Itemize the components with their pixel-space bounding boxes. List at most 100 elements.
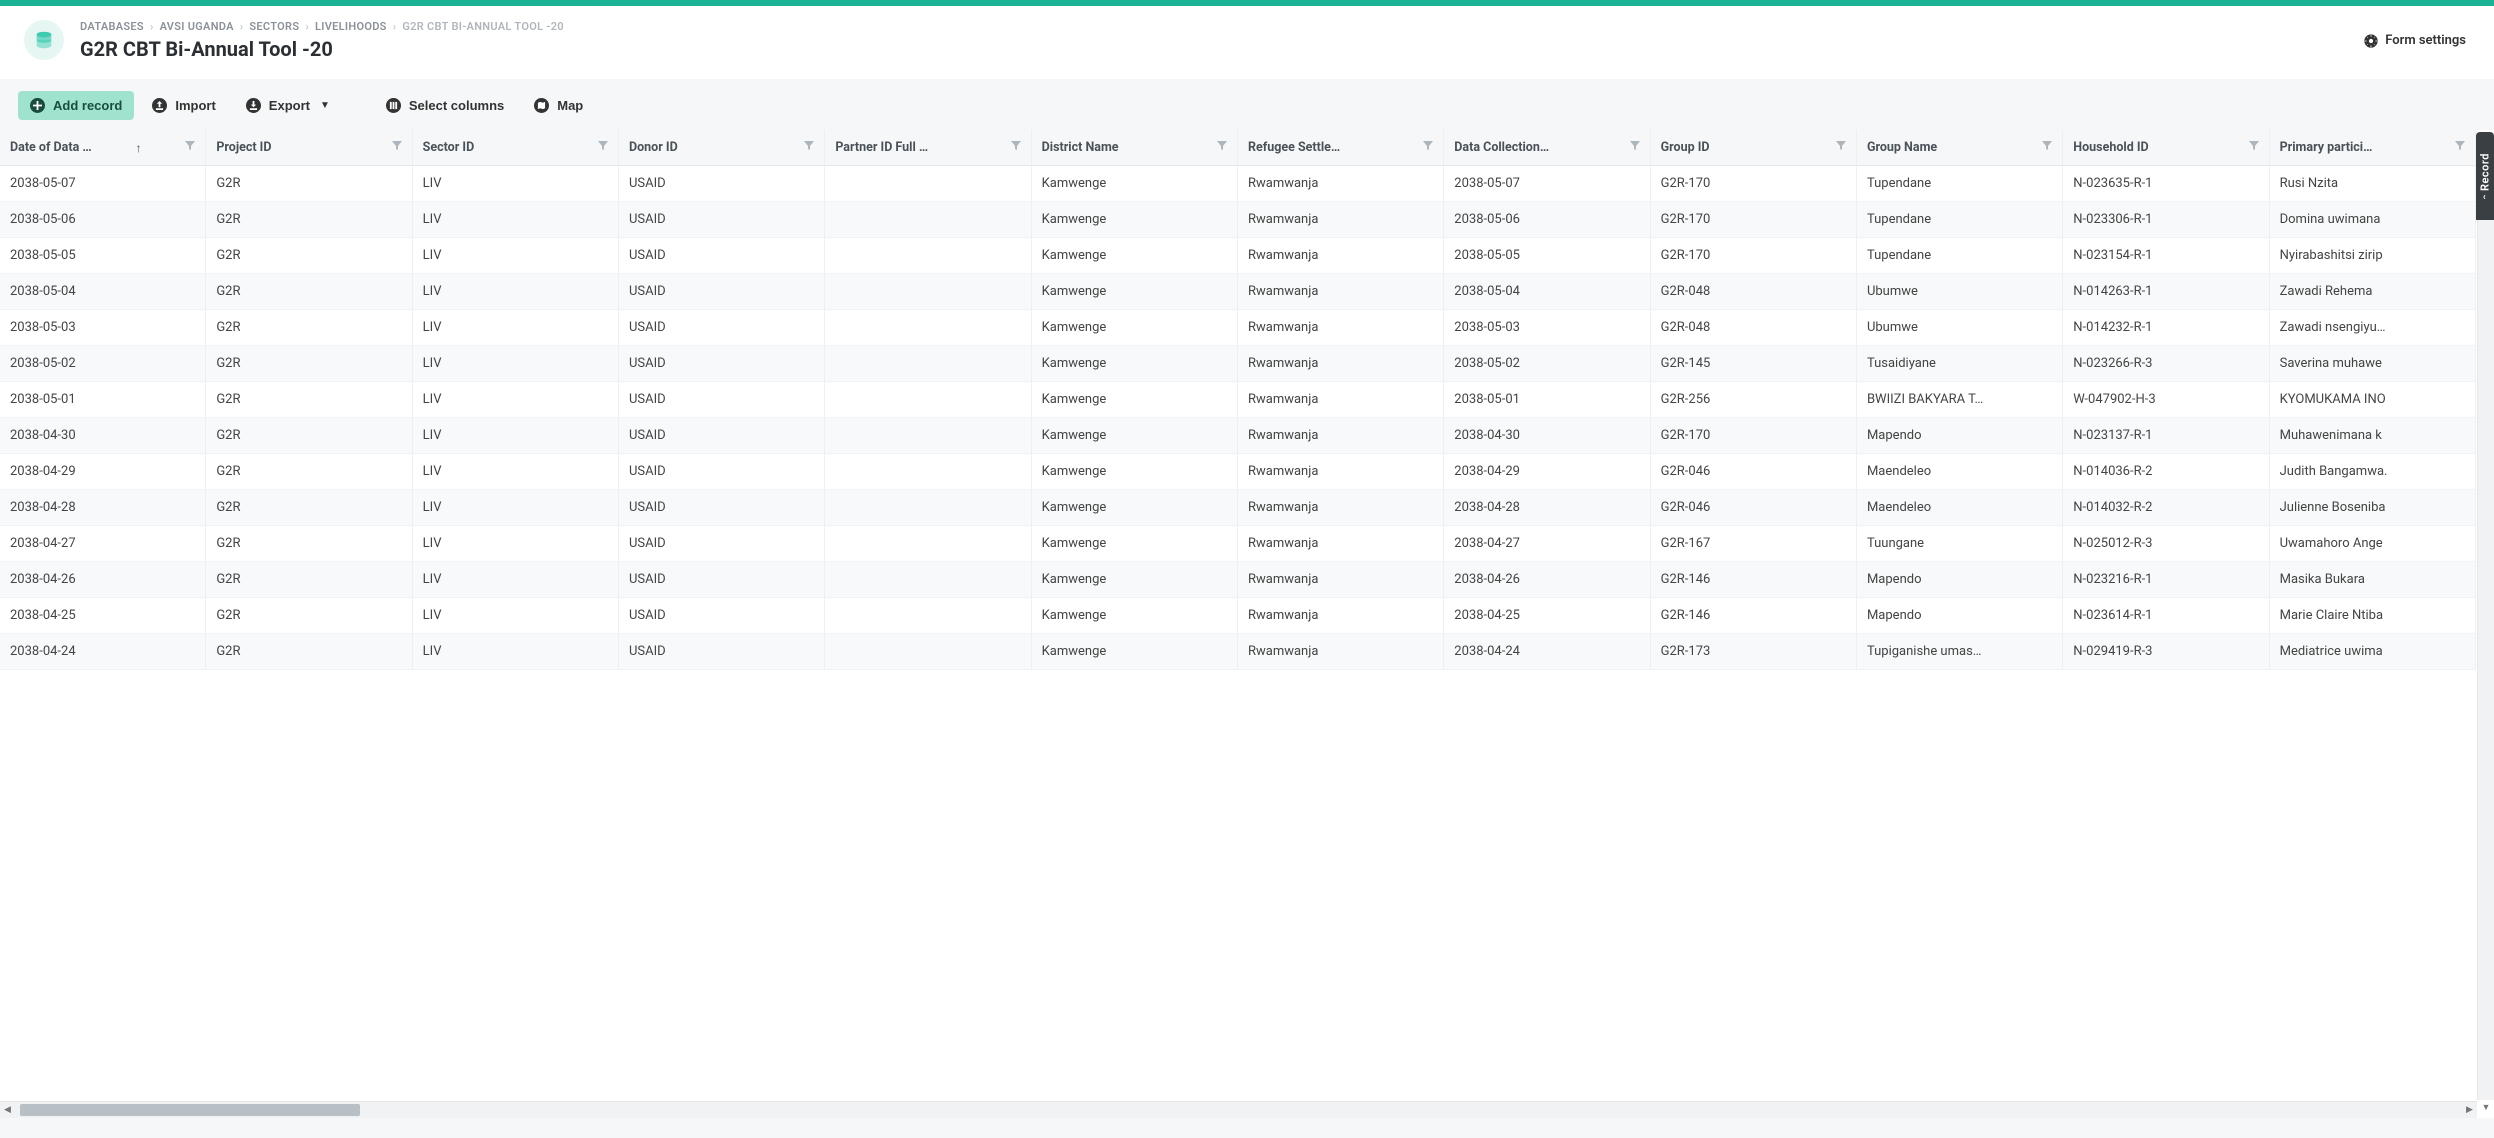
table-row[interactable]: 2038-05-04G2RLIVUSAIDKamwengeRwamwanja20… [0,274,2476,310]
breadcrumb-item[interactable]: DATABASES [80,20,144,33]
cell-participant: Zawadi Rehema [2270,274,2476,310]
plus-icon [30,98,45,113]
cell-group_id: G2R-173 [1651,634,1857,670]
cell-household: N-014232-R-1 [2063,310,2269,346]
cell-group_name: Ubumwe [1857,310,2063,346]
record-side-tab[interactable]: ‹ Record [2476,132,2494,220]
table-row[interactable]: 2038-05-01G2RLIVUSAIDKamwengeRwamwanja20… [0,382,2476,418]
vertical-scrollbar[interactable]: ▲ ▼ [2477,168,2494,1100]
column-header-project[interactable]: Project ID [206,130,412,166]
table-row[interactable]: 2038-05-05G2RLIVUSAIDKamwengeRwamwanja20… [0,238,2476,274]
filter-icon[interactable] [392,141,402,154]
cell-group_name: Maendeleo [1857,490,2063,526]
filter-icon[interactable] [2455,141,2465,154]
export-icon [246,98,261,113]
cell-district: Kamwenge [1032,310,1238,346]
filter-icon[interactable] [1011,141,1021,154]
column-header-participant[interactable]: Primary partici… [2270,130,2476,166]
breadcrumb-item[interactable]: LIVELIHOODS [315,20,387,33]
filter-icon[interactable] [804,141,814,154]
cell-settlement: Rwamwanja [1238,238,1444,274]
table-row[interactable]: 2038-05-03G2RLIVUSAIDKamwengeRwamwanja20… [0,310,2476,346]
column-header-household[interactable]: Household ID [2063,130,2269,166]
scroll-down-arrow[interactable]: ▼ [2478,1100,2494,1115]
map-button[interactable]: Map [522,91,595,120]
column-header-sector[interactable]: Sector ID [413,130,619,166]
table-row[interactable]: 2038-04-24G2RLIVUSAIDKamwengeRwamwanja20… [0,634,2476,670]
column-label: Data Collection… [1454,140,1549,155]
cell-district: Kamwenge [1032,418,1238,454]
columns-icon [386,98,401,113]
column-header-group_name[interactable]: Group Name [1857,130,2063,166]
horizontal-scrollbar[interactable]: ◀ ▶ [0,1101,2477,1118]
table-row[interactable]: 2038-04-25G2RLIVUSAIDKamwengeRwamwanja20… [0,598,2476,634]
filter-icon[interactable] [1836,141,1846,154]
table-row[interactable]: 2038-05-07G2RLIVUSAIDKamwengeRwamwanja20… [0,166,2476,202]
table-row[interactable]: 2038-04-27G2RLIVUSAIDKamwengeRwamwanja20… [0,526,2476,562]
cell-participant: KYOMUKAMA INO [2270,382,2476,418]
filter-icon[interactable] [598,141,608,154]
column-header-district[interactable]: District Name [1032,130,1238,166]
filter-icon[interactable] [2249,141,2259,154]
cell-sector: LIV [413,202,619,238]
column-header-group_id[interactable]: Group ID [1651,130,1857,166]
cell-partner [825,526,1031,562]
filter-icon[interactable] [185,141,195,154]
cell-participant: Saverina muhawe [2270,346,2476,382]
cell-project: G2R [206,202,412,238]
column-header-settlement[interactable]: Refugee Settle… [1238,130,1444,166]
import-button[interactable]: Import [140,91,227,120]
filter-icon[interactable] [1423,141,1433,154]
table-row[interactable]: 2038-04-30G2RLIVUSAIDKamwengeRwamwanja20… [0,418,2476,454]
column-header-collection[interactable]: Data Collection… [1444,130,1650,166]
cell-participant: Muhawenimana k [2270,418,2476,454]
cell-donor: USAID [619,238,825,274]
cell-household: N-014263-R-1 [2063,274,2269,310]
filter-icon[interactable] [1630,141,1640,154]
horizontal-scroll-thumb[interactable] [20,1104,360,1116]
breadcrumb-separator: › [305,20,309,33]
breadcrumb-item[interactable]: AVSI UGANDA [160,20,234,33]
cell-date: 2038-05-06 [0,202,206,238]
cell-collection: 2038-05-03 [1444,310,1650,346]
form-settings-button[interactable]: Form settings [2359,27,2470,55]
cell-group_name: Maendeleo [1857,454,2063,490]
filter-icon[interactable] [2042,141,2052,154]
column-header-partner[interactable]: Partner ID Full … [825,130,1031,166]
cell-group_id: G2R-167 [1651,526,1857,562]
cell-partner [825,238,1031,274]
add-record-button[interactable]: Add record [18,91,134,120]
table-row[interactable]: 2038-04-26G2RLIVUSAIDKamwengeRwamwanja20… [0,562,2476,598]
select-columns-button[interactable]: Select columns [374,91,516,120]
cell-donor: USAID [619,166,825,202]
cell-group_name: BWIIZI BAKYARA T… [1857,382,2063,418]
column-label: Primary partici… [2280,140,2373,155]
table-row[interactable]: 2038-05-02G2RLIVUSAIDKamwengeRwamwanja20… [0,346,2476,382]
scroll-right-arrow[interactable]: ▶ [2462,1102,2477,1118]
cell-partner [825,310,1031,346]
cell-project: G2R [206,562,412,598]
cell-group_name: Tupendane [1857,238,2063,274]
column-header-donor[interactable]: Donor ID [619,130,825,166]
page-title: G2R CBT Bi-Annual Tool -20 [80,37,564,61]
table-row[interactable]: 2038-04-28G2RLIVUSAIDKamwengeRwamwanja20… [0,490,2476,526]
cell-collection: 2038-04-30 [1444,418,1650,454]
cell-settlement: Rwamwanja [1238,454,1444,490]
breadcrumb-item[interactable]: SECTORS [249,20,299,33]
filter-icon[interactable] [1217,141,1227,154]
cell-collection: 2038-05-02 [1444,346,1650,382]
cell-participant: Mediatrice uwima [2270,634,2476,670]
cell-partner [825,382,1031,418]
cell-collection: 2038-05-05 [1444,238,1650,274]
export-button[interactable]: Export ▼ [234,91,342,120]
cell-donor: USAID [619,526,825,562]
table-row[interactable]: 2038-05-06G2RLIVUSAIDKamwengeRwamwanja20… [0,202,2476,238]
scroll-left-arrow[interactable]: ◀ [0,1102,15,1118]
cell-donor: USAID [619,562,825,598]
column-header-date[interactable]: Date of Data …↑ [0,130,206,166]
table-row[interactable]: 2038-04-29G2RLIVUSAIDKamwengeRwamwanja20… [0,454,2476,490]
cell-participant: Nyirabashitsi zirip [2270,238,2476,274]
cell-sector: LIV [413,634,619,670]
cell-group_id: G2R-046 [1651,490,1857,526]
cell-partner [825,166,1031,202]
